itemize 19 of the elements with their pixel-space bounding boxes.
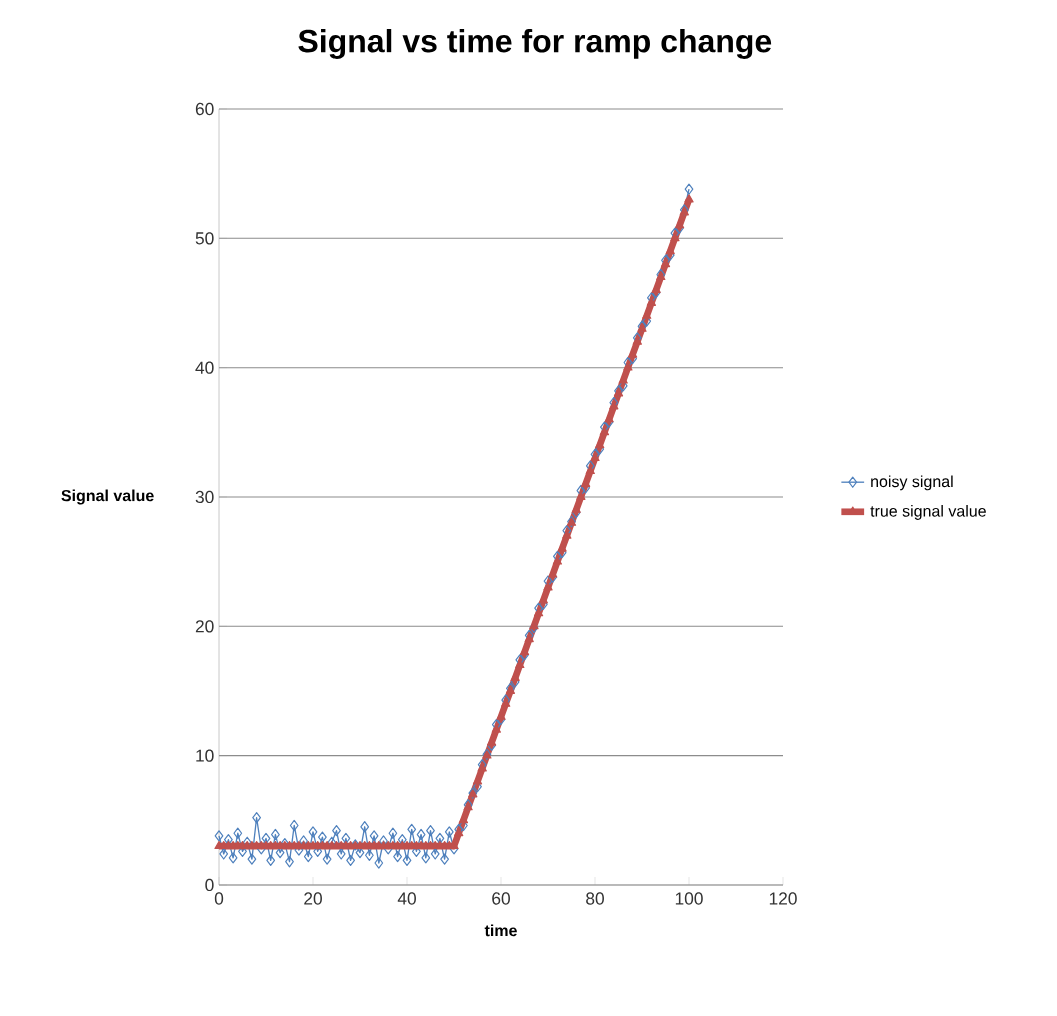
y-tick-label: 10 <box>196 749 214 762</box>
chart-title: Signal vs time for ramp change <box>298 28 772 59</box>
x-tick-label: 40 <box>397 892 416 905</box>
y-tick-label: 60 <box>195 102 214 116</box>
x-tick-label: 120 <box>769 892 797 905</box>
x-tick-label: 100 <box>675 892 703 905</box>
x-tick-label: 20 <box>304 892 322 905</box>
y-tick-label: 0 <box>205 878 214 892</box>
x-tick-label: 60 <box>492 892 510 905</box>
y-tick-label: 30 <box>195 490 214 504</box>
y-axis-title: Signal value <box>61 489 154 505</box>
y-tick-label: 40 <box>195 361 214 374</box>
y-tick-label: 20 <box>195 620 214 633</box>
x-tick-label: 80 <box>586 892 604 905</box>
legend-label: noisy signal <box>871 475 953 491</box>
x-axis-title: time <box>484 924 517 937</box>
x-tick-label: 0 <box>214 892 224 905</box>
y-tick-label: 50 <box>195 232 214 245</box>
legend-label: true signal value <box>870 505 986 520</box>
